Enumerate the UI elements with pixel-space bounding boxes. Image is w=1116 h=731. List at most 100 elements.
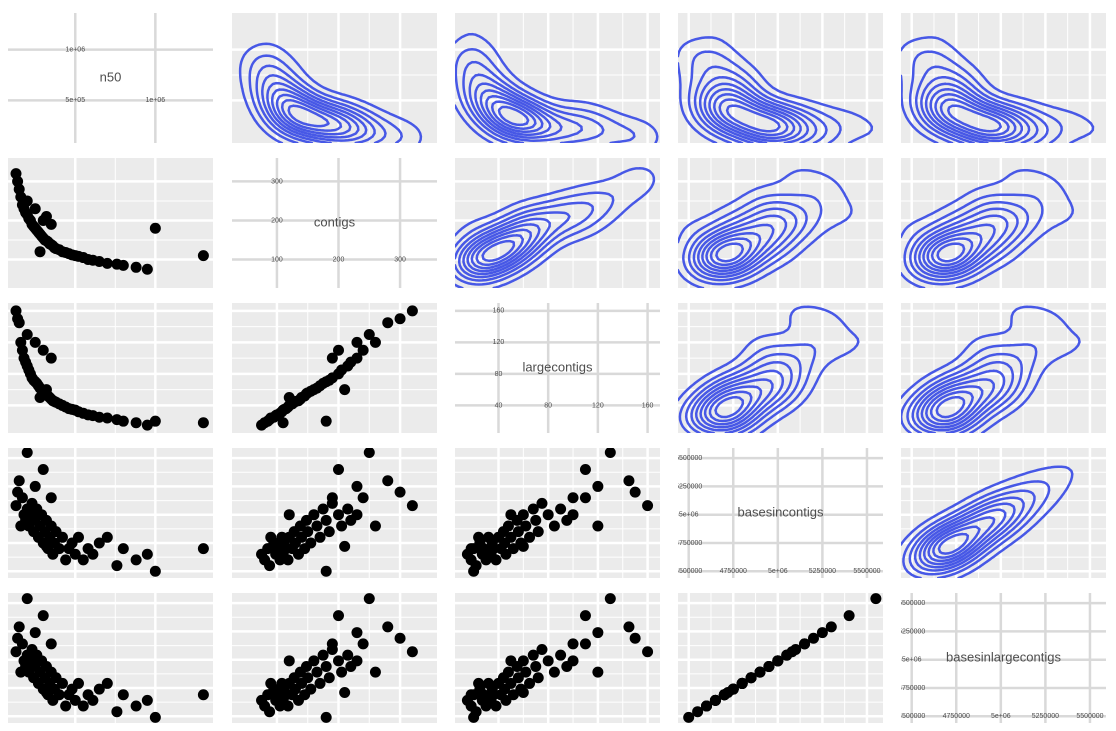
point	[320, 660, 332, 672]
point	[13, 621, 25, 633]
density-contour	[935, 395, 966, 419]
point	[342, 649, 354, 661]
density-contour	[908, 50, 1063, 143]
point	[197, 250, 209, 262]
point	[37, 463, 49, 475]
point	[317, 649, 329, 661]
density-contour	[474, 82, 563, 139]
point	[326, 352, 338, 364]
point	[406, 500, 418, 512]
panel	[901, 158, 1106, 288]
y-tick-label: 5250000	[675, 483, 702, 490]
point	[101, 677, 113, 689]
density-contour	[718, 98, 789, 137]
point	[77, 554, 89, 566]
point	[333, 344, 345, 356]
point	[369, 666, 381, 678]
point	[256, 548, 268, 560]
point	[345, 514, 357, 526]
point	[21, 329, 33, 341]
point	[357, 638, 369, 650]
point	[69, 694, 81, 706]
point	[101, 257, 113, 269]
point	[870, 593, 882, 605]
density-contour	[678, 305, 860, 433]
point	[34, 655, 46, 667]
point	[149, 565, 161, 577]
point	[592, 666, 604, 678]
density-contour	[692, 207, 798, 279]
point	[265, 677, 277, 689]
density-contour	[929, 390, 974, 423]
point	[363, 593, 375, 605]
point	[93, 537, 105, 549]
point	[130, 554, 142, 566]
density-contour	[690, 360, 793, 433]
point	[357, 492, 369, 504]
point	[311, 666, 323, 678]
point	[72, 531, 84, 543]
density-contour	[725, 104, 781, 133]
point	[468, 565, 480, 577]
density-contour	[470, 228, 533, 270]
point	[314, 531, 326, 543]
density-contour	[715, 242, 745, 263]
point	[351, 336, 363, 348]
point	[642, 500, 654, 512]
point	[604, 448, 616, 459]
point	[333, 610, 345, 622]
density-contour	[455, 166, 656, 288]
point	[149, 222, 161, 234]
point	[34, 509, 46, 521]
point	[532, 526, 544, 538]
panel	[455, 13, 660, 143]
point	[567, 492, 579, 504]
point	[642, 646, 654, 658]
point	[536, 497, 548, 509]
y-tick-label: 200	[271, 217, 283, 224]
point	[29, 480, 41, 492]
point	[93, 683, 105, 695]
point	[473, 677, 485, 689]
point	[369, 520, 381, 532]
x-tick-label: 1e+06	[146, 97, 166, 104]
point	[276, 677, 288, 689]
point	[29, 627, 41, 639]
density-contour	[901, 305, 1081, 433]
density-contour	[920, 378, 995, 429]
point	[333, 655, 345, 667]
point	[473, 531, 485, 543]
x-tick-label: 4500000	[898, 713, 925, 720]
density-contour	[911, 360, 1015, 433]
point	[520, 520, 532, 532]
y-tick-label: 80	[495, 371, 503, 378]
panel-bg	[8, 303, 213, 433]
point	[548, 520, 560, 532]
panel	[8, 448, 213, 578]
point	[326, 492, 338, 504]
point	[53, 543, 65, 555]
point	[45, 492, 57, 504]
density-contour	[925, 385, 984, 426]
density-contour	[701, 223, 775, 273]
point	[197, 543, 209, 555]
density-contour	[918, 502, 1016, 569]
point	[406, 305, 418, 317]
density-contour	[906, 352, 1023, 433]
point	[561, 514, 573, 526]
panel	[8, 593, 213, 723]
point	[406, 646, 418, 658]
point	[527, 649, 539, 661]
point	[476, 694, 488, 706]
density-contour	[913, 207, 1019, 279]
point	[60, 554, 72, 566]
density-contour	[903, 193, 1044, 286]
point	[351, 627, 363, 639]
point	[69, 548, 81, 560]
point	[53, 689, 65, 701]
point	[45, 638, 57, 650]
point	[40, 211, 52, 223]
density-contour	[934, 93, 1017, 140]
point	[520, 666, 532, 678]
x-tick-label: 5e+06	[991, 713, 1011, 720]
